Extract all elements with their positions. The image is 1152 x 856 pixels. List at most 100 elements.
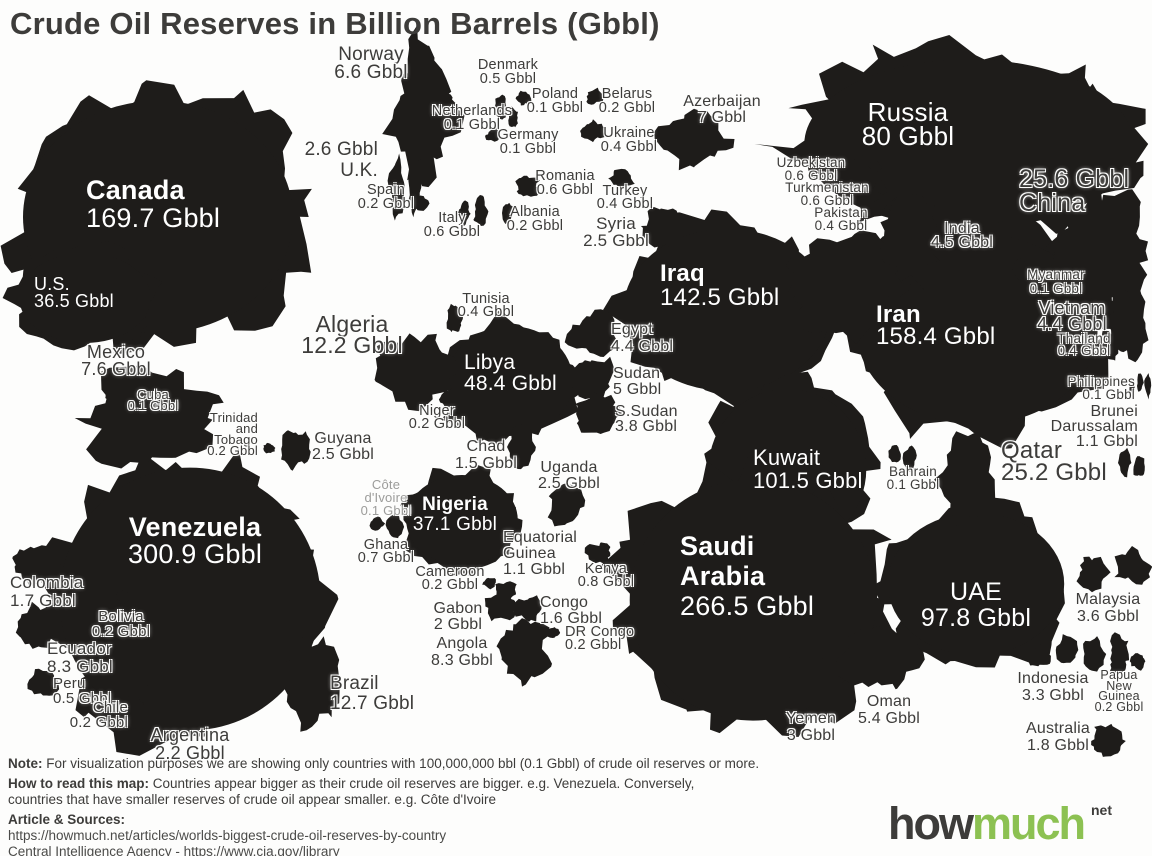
label-line: 12.7 Gbbl: [330, 693, 415, 714]
label-line: Congo: [540, 594, 589, 611]
label-line: 0.4 Gbbl: [1057, 343, 1111, 358]
shape-guyana: [281, 430, 311, 471]
label-line: Angola: [436, 635, 488, 652]
label-ghana: Ghana 0.7 Gbbl: [358, 538, 414, 566]
label-line: Côte: [371, 477, 401, 492]
label-line: 0.5 Gbbl: [53, 690, 112, 707]
source-cia: Central Intelligence Agency - https://ww…: [8, 844, 340, 856]
shape-albania: [502, 202, 514, 225]
note-label: Note:: [8, 756, 43, 771]
label-line: Argentina: [150, 725, 230, 745]
shape-bolivia: [116, 588, 130, 605]
label-line: U.K.: [340, 160, 378, 181]
label-line: Germany: [497, 127, 559, 143]
shape-papua_new_guinea: [1109, 653, 1146, 674]
label-line: Canada: [86, 175, 185, 205]
shape-kenya: [584, 542, 611, 566]
shape-uae: [875, 496, 1065, 668]
label-line: 0.1 Gbbl: [499, 141, 557, 157]
shape-angola: [496, 618, 552, 687]
shape-malaysia: [1076, 546, 1152, 593]
shape-italy: [456, 195, 489, 226]
label-line: 169.7 Gbbl: [86, 203, 221, 233]
label-line: Guyana: [314, 430, 372, 447]
label-line: Brunei: [1090, 403, 1138, 420]
shape-philippines: [1128, 373, 1152, 400]
label-qatar: Qatar 25.2 Gbbl: [1001, 439, 1107, 485]
label-line: Russia: [867, 97, 949, 127]
label-line: 97.8 Gbbl: [920, 604, 1032, 632]
shape-poland: [515, 90, 532, 106]
label-denmark: Denmark 0.5 Gbbl: [477, 57, 539, 87]
label-line: 2.5 Gbbl: [311, 446, 375, 463]
label-line: 7 Gbbl: [697, 109, 747, 126]
shape-sudan: [574, 356, 615, 400]
shape-uganda: [547, 483, 586, 527]
shape-denmark: [494, 94, 518, 128]
label-line: 0.1 Gbbl: [1082, 387, 1135, 402]
label-uae: UAE 97.8 Gbbl: [921, 579, 1031, 631]
label-line: 0.2 Gbbl: [357, 196, 415, 212]
label-line: Norway: [338, 44, 404, 65]
label-line: Vietnam: [1038, 298, 1106, 318]
label-line: 0.1 Gbbl: [1029, 281, 1083, 296]
label-myanmar: Myanmar 0.1 Gbbl: [1027, 268, 1085, 296]
label-papua_new_guinea: Papua New Guinea 0.2 Gbbl: [1095, 669, 1144, 712]
shape-brunei_darussalam: [1118, 447, 1145, 478]
label-line: Arabia: [680, 561, 766, 591]
label-line: 0.2 Gbbl: [207, 443, 258, 458]
label-italy: Italy 0.6 Gbbl: [424, 211, 480, 240]
label-line: Libya: [464, 351, 516, 374]
shape-argentina: [141, 681, 167, 739]
shape-germany: [485, 126, 499, 142]
label-line: Guinea: [1098, 689, 1140, 703]
label-line: 2.5 Gbbl: [537, 475, 601, 492]
label-line: Saudi: [680, 531, 755, 561]
label-line: and: [235, 421, 258, 436]
label-line: 5.4 Gbbl: [857, 710, 921, 727]
shape-ghana: [385, 514, 405, 539]
label-line: Tobago: [214, 432, 258, 447]
label-line: 101.5 Gbbl: [753, 468, 863, 493]
label-line: Peru: [53, 675, 86, 692]
label-peru: Peru 0.5 Gbbl: [53, 676, 111, 706]
label-ecuador: Ecuador 8.3 Gbbl: [47, 640, 113, 676]
shape-bahrain: [888, 445, 917, 474]
logo-net: net: [1091, 802, 1112, 818]
label-line: New: [1106, 678, 1132, 693]
label-line: 3 Gbbl: [786, 727, 836, 744]
label-line: China: [1019, 189, 1086, 217]
label-uzbekistan: Uzbekistan 0.6 Gbbl: [777, 156, 846, 183]
label-line: Niger: [419, 403, 455, 419]
shape-azerbaijan: [654, 108, 735, 171]
label-equatorial_guinea: Equatorial Guinea 1.1 Gbbl: [503, 530, 577, 578]
shape-turkey: [608, 168, 635, 189]
shape-cuba: [105, 391, 125, 404]
label-line: 37.1 Gbbl: [412, 514, 498, 535]
label-line: Denmark: [477, 57, 539, 73]
label-line: Uganda: [540, 459, 598, 476]
label-angola: Angola 8.3 Gbbl: [431, 635, 493, 669]
label-line: Mexico: [86, 342, 146, 362]
label-line: Cuba: [137, 387, 169, 402]
label-china: 25.6 Gbbl China: [1019, 167, 1129, 217]
label-line: 0.2 Gbbl: [91, 623, 151, 640]
label-line: Bolivia: [98, 608, 144, 625]
shape-myanmar: [1012, 258, 1028, 280]
label-philippines: Philippines 0.1 Gbbl: [1068, 375, 1136, 402]
shape-china: [1045, 189, 1149, 310]
shape-algeria: [374, 333, 459, 412]
shape-chile: [125, 693, 145, 733]
label-line: 0.1 Gbbl: [886, 477, 940, 492]
label-line: Poland: [531, 86, 579, 102]
label-line: 12.2 Gbbl: [301, 332, 403, 358]
footer-notes: Note: For visualization purposes we are …: [8, 756, 759, 856]
label-gabon: Gabon 2 Gbbl: [433, 601, 482, 633]
label-line: 0.1 Gbbl: [360, 503, 412, 518]
label-line: Kenya: [584, 561, 628, 577]
label-azerbaijan: Azerbaijan 7 Gbbl: [683, 94, 761, 126]
label-line: 0.2 Gbbl: [598, 100, 656, 116]
shape-yemen: [769, 651, 846, 714]
label-tunisia: Tunisia 0.4 Gbbl: [458, 292, 514, 320]
